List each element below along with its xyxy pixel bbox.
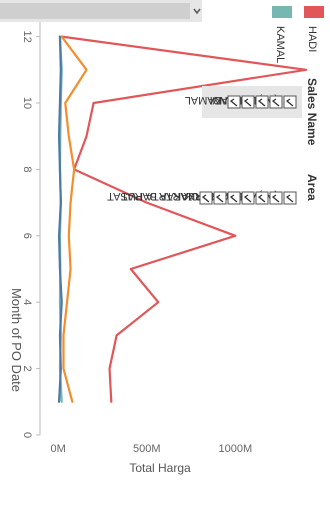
y-axis-ticks: 0M 500M 1000M (51, 443, 253, 455)
checkbox[interactable] (269, 191, 283, 205)
checkbox[interactable] (255, 95, 269, 109)
checkbox[interactable] (227, 95, 241, 109)
check-icon (201, 194, 210, 203)
area-filter: Area (All)BANTENBEKASIBOGORDEPOKJAKARTA … (107, 174, 319, 205)
checkbox[interactable] (213, 191, 227, 205)
filter-item[interactable]: KAMAL (185, 94, 241, 109)
x-tick-label: 2 (21, 366, 33, 372)
checkbox[interactable] (283, 95, 297, 109)
checkbox[interactable] (269, 95, 283, 109)
check-icon (243, 98, 252, 107)
check-icon (229, 194, 238, 203)
check-icon (229, 98, 238, 107)
color-legend: HADI KAMAL (272, 6, 324, 63)
series-line-0 (60, 35, 308, 403)
x-tick-label: 6 (21, 233, 33, 239)
filter-item-label: JAKARTA PUSAT (107, 190, 194, 202)
check-icon (271, 98, 280, 107)
checkbox[interactable] (199, 191, 213, 205)
sales-name-filter: Sales Name (All)ALDIBENNYHADIKAMAL (185, 78, 319, 146)
checkbox[interactable] (241, 95, 255, 109)
check-icon (243, 194, 252, 203)
filter-item[interactable]: JAKARTA BARAT (121, 190, 227, 205)
checkbox[interactable] (241, 191, 255, 205)
filter-item-label: KAMAL (185, 94, 222, 106)
legend-label-hadi: HADI (306, 26, 318, 52)
check-icon (285, 98, 294, 107)
y-axis-label: Total Harga (129, 461, 191, 475)
x-tick-label: 4 (21, 299, 33, 305)
series-line-1 (60, 35, 88, 403)
x-tick-label: 0 (21, 432, 33, 438)
checkbox[interactable] (283, 191, 297, 205)
x-tick-label: 10 (21, 97, 33, 109)
checkbox[interactable] (255, 191, 269, 205)
x-tick-label: 8 (21, 166, 33, 172)
y-tick-label: 500M (133, 443, 161, 455)
x-axis-ticks: 0 2 4 6 8 10 12 (21, 30, 40, 438)
legend-swatch-hadi (304, 6, 324, 18)
check-icon (257, 194, 266, 203)
area-filter-title: Area (305, 174, 319, 201)
check-icon (271, 194, 280, 203)
horizontal-scrollbar[interactable] (0, 0, 202, 22)
checkbox[interactable] (227, 191, 241, 205)
sales-name-filter-title: Sales Name (305, 78, 319, 146)
filter-item-label: JAKARTA BARAT (121, 190, 208, 202)
check-icon (257, 98, 266, 107)
chevron-left-icon[interactable] (193, 8, 201, 15)
check-icon (285, 194, 294, 203)
legend-swatch-kamal (272, 6, 292, 18)
check-icon (215, 194, 224, 203)
line-chart: 0 2 4 6 8 10 12 0M 500M 1000M Month of PO Date T… (9, 20, 308, 475)
x-axis-label: Month of PO Date (9, 288, 24, 392)
series-lines (57, 35, 308, 403)
scrollbar-thumb[interactable] (0, 3, 190, 19)
legend-label-kamal: KAMAL (274, 26, 286, 63)
x-tick-label: 12 (21, 30, 33, 42)
filter-item[interactable]: JAKARTA PUSAT (107, 190, 213, 205)
y-tick-label: 1000M (218, 443, 252, 455)
y-tick-label: 0M (51, 443, 66, 455)
series-line-3 (57, 35, 63, 403)
